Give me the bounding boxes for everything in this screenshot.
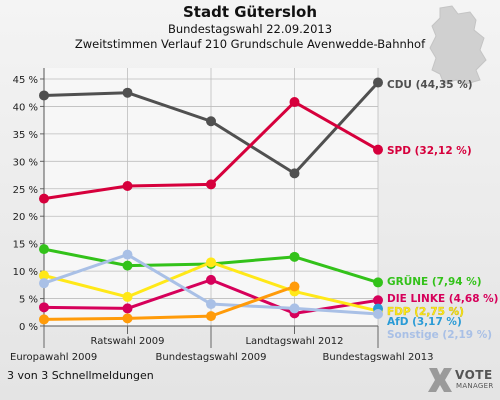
- data-point-fdp: [206, 257, 216, 268]
- data-point-grüne: [289, 251, 300, 262]
- data-point-piraten: [122, 313, 133, 324]
- y-tick-label: 15 %: [13, 240, 38, 251]
- data-point-die-linke: [39, 302, 49, 313]
- series-label-spd: SPD (32,12 %): [387, 145, 472, 157]
- x-tick-label: Ratswahl 2009: [90, 336, 164, 347]
- data-point-sonstige: [289, 303, 300, 314]
- data-point-grüne: [122, 260, 133, 271]
- x-tick-label: Bundestagswahl 2013: [323, 352, 434, 363]
- series-label-afd: AfD (3,17 %): [387, 316, 462, 328]
- y-tick-label: 5 %: [19, 295, 38, 306]
- data-point-spd: [289, 97, 300, 108]
- data-point-fdp: [122, 291, 133, 302]
- y-tick-label: 10 %: [13, 267, 38, 278]
- x-tick-label: Bundestagswahl 2009: [156, 352, 267, 363]
- data-point-cdu: [373, 77, 383, 88]
- y-tick-label: 25 %: [13, 185, 38, 196]
- x-tick-label: Landtagswahl 2012: [245, 336, 343, 347]
- y-tick-label: 35 %: [13, 130, 38, 141]
- data-point-die-linke: [373, 295, 383, 306]
- vote-manager-logo: VOTE MANAGER: [425, 362, 500, 398]
- data-point-fdp: [39, 270, 49, 281]
- series-labels: CDU (44,35 %) SPD (32,12 %) GRÜNE (7,94 %)…: [387, 79, 499, 341]
- data-point-cdu: [122, 87, 133, 98]
- data-point-cdu: [39, 90, 49, 101]
- data-point-die-linke: [122, 303, 133, 314]
- data-point-spd: [39, 193, 49, 204]
- logo-text-manager: MANAGER: [456, 382, 494, 390]
- footnote: 3 von 3 Schnellmeldungen: [7, 369, 154, 382]
- data-point-spd: [373, 144, 383, 155]
- data-point-piraten: [206, 311, 216, 322]
- chart-title: Stadt Gütersloh: [182, 3, 317, 21]
- series-label-sonstige: Sonstige (2,19 %): [387, 329, 492, 341]
- series-line-piraten: [43, 285, 296, 321]
- data-point-cdu: [289, 168, 300, 179]
- data-point-piraten: [289, 281, 300, 292]
- x-mark-logo-icon: [428, 368, 452, 392]
- data-point-cdu: [206, 116, 216, 127]
- logo-text-vote: VOTE: [455, 368, 493, 382]
- series-lines: [39, 77, 383, 325]
- data-point-piraten: [39, 314, 49, 325]
- germany-map-icon: [429, 5, 487, 85]
- data-point-grüne: [373, 277, 383, 288]
- y-tick-label: 40 %: [13, 102, 38, 113]
- x-axis-ticks: Europawahl 2009 Ratswahl 2009 Bundestagswa…: [10, 326, 433, 363]
- chart-subtitle: Bundestagswahl 22.09.2013: [167, 22, 333, 36]
- y-tick-label: 0 %: [19, 322, 38, 333]
- data-point-sonstige: [206, 299, 216, 310]
- y-tick-label: 30 %: [13, 157, 38, 168]
- y-axis-ticks: 0 % 5 % 10 % 15 % 20 % 25 % 30 % 35 % 40 % 45 %: [13, 75, 38, 333]
- series-label-die-linke: DIE LINKE (4,68 %): [387, 293, 498, 305]
- y-tick-label: 45 %: [13, 75, 38, 86]
- data-point-sonstige: [373, 308, 383, 319]
- data-point-die-linke: [206, 274, 216, 285]
- data-point-grüne: [39, 244, 49, 255]
- series-label-grüne: GRÜNE (7,94 %): [387, 274, 482, 288]
- data-point-sonstige: [122, 249, 133, 260]
- data-point-spd: [206, 179, 216, 190]
- data-point-spd: [122, 181, 133, 192]
- data-point-sonstige: [39, 278, 49, 289]
- y-tick-label: 20 %: [13, 212, 38, 223]
- x-tick-label: Europawahl 2009: [10, 352, 97, 363]
- chart-subtitle-detail: Zweitstimmen Verlauf 210 Grundschule Ave…: [74, 37, 426, 51]
- series-label-fdp: FDP (2,75 %): [387, 306, 464, 318]
- series-label-cdu: CDU (44,35 %): [387, 79, 473, 91]
